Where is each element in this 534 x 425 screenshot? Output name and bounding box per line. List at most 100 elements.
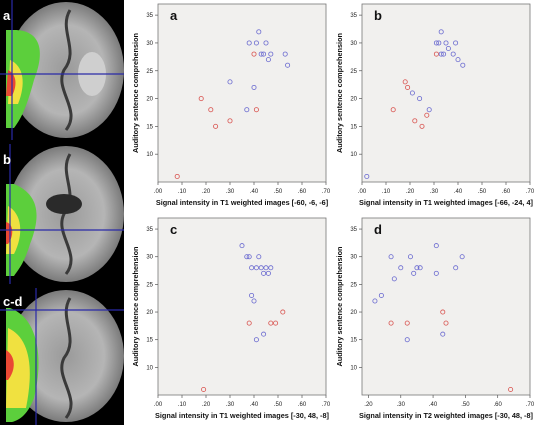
- y-axis-label: Auditory sentence comprehension: [131, 33, 140, 153]
- data-point-blue: [372, 298, 378, 304]
- data-point-red: [208, 107, 214, 113]
- x-tick-label: .70: [526, 402, 534, 408]
- data-point-red: [388, 320, 394, 326]
- data-point-blue: [433, 40, 439, 46]
- data-point-blue: [407, 254, 413, 260]
- y-tick-label: 15: [350, 338, 357, 344]
- data-point-blue: [438, 51, 444, 57]
- data-point-blue: [263, 40, 269, 46]
- data-point-blue: [426, 107, 432, 113]
- data-point-blue: [433, 270, 439, 276]
- data-point-red: [419, 123, 425, 129]
- x-tick-label: .20: [406, 189, 415, 195]
- data-point-blue: [282, 51, 288, 57]
- data-point-blue: [268, 51, 274, 57]
- panel-label: a: [170, 8, 178, 23]
- y-tick-label: 35: [146, 13, 153, 19]
- y-tick-label: 30: [350, 41, 357, 47]
- y-tick-label: 20: [146, 97, 153, 103]
- x-tick-label: .10: [382, 189, 391, 195]
- data-point-red: [174, 173, 180, 179]
- x-axis-label: Signal intensity in T1 weighted images […: [359, 198, 534, 207]
- x-tick-label: .60: [298, 189, 307, 195]
- y-tick-label: 35: [146, 227, 153, 233]
- panel-label: b: [374, 8, 382, 23]
- x-axis-label: Signal intensity in T1 weighted images […: [155, 411, 330, 420]
- x-tick-label: .50: [478, 189, 487, 195]
- data-point-red: [404, 320, 410, 326]
- plot-area: [157, 3, 327, 183]
- data-point-red: [405, 84, 411, 90]
- data-point-blue: [253, 337, 259, 343]
- y-tick-label: 10: [350, 365, 357, 371]
- data-point-red: [412, 118, 418, 124]
- data-point-blue: [285, 62, 291, 68]
- data-point-blue: [388, 254, 394, 260]
- data-point-blue: [440, 331, 446, 337]
- brain-label-a: a: [3, 8, 11, 23]
- y-tick-label: 25: [146, 282, 153, 288]
- data-point-red: [390, 107, 396, 113]
- scatter-plot-d-svg: d 10 15 20 25 30 35 .20 .30 .40 .50 .60 .70 Signal in…: [335, 217, 534, 420]
- data-point-blue: [364, 173, 370, 179]
- data-point-blue: [261, 270, 267, 276]
- data-point-red: [251, 51, 257, 57]
- data-point-blue: [459, 254, 465, 260]
- data-point-blue: [244, 107, 250, 113]
- data-point-red: [253, 107, 259, 113]
- x-tick-label: .00: [154, 189, 163, 195]
- y-tick-label: 20: [350, 310, 357, 316]
- data-point-blue: [411, 270, 417, 276]
- x-tick-label: .20: [202, 402, 211, 408]
- y-tick-label: 30: [146, 255, 153, 261]
- data-point-blue: [404, 337, 410, 343]
- data-point-blue: [455, 57, 461, 63]
- y-tick-label: 20: [350, 97, 357, 103]
- y-tick-label: 10: [146, 365, 153, 371]
- y-tick-label: 35: [350, 227, 357, 233]
- data-point-blue: [265, 57, 271, 63]
- data-point-blue: [414, 265, 420, 271]
- x-tick-label: .20: [202, 189, 211, 195]
- x-tick-label: .30: [430, 189, 439, 195]
- y-tick-label: 15: [350, 124, 357, 130]
- panel-label: d: [374, 222, 382, 237]
- data-point-blue: [417, 96, 423, 102]
- data-point-blue: [244, 254, 250, 260]
- data-point-blue: [261, 331, 267, 337]
- y-tick-label: 35: [350, 13, 357, 19]
- x-tick-label: .70: [322, 189, 331, 195]
- data-point-blue: [258, 265, 264, 271]
- plot-area: [157, 217, 327, 396]
- data-point-red: [280, 309, 286, 315]
- data-point-red: [227, 118, 233, 124]
- data-point-red: [273, 320, 279, 326]
- data-point-blue: [453, 265, 459, 271]
- plot-area: [361, 3, 531, 183]
- x-tick-label: .60: [494, 402, 503, 408]
- data-point-blue: [251, 84, 257, 90]
- y-tick-label: 30: [350, 255, 357, 261]
- scatter-plot-a: a 10 15 20 25 30 35 .00 .10 .20 .30 .40 .50 .60 .70 Sig…: [128, 0, 331, 212]
- data-point-blue: [398, 265, 404, 271]
- x-tick-label: .10: [178, 402, 187, 408]
- data-point-red: [440, 309, 446, 315]
- data-point-red: [246, 320, 252, 326]
- data-point-blue: [417, 265, 423, 271]
- data-point-blue: [438, 29, 444, 35]
- brain-slice-b: [0, 144, 124, 284]
- brain-label-cd: c-d: [3, 294, 23, 309]
- data-point-blue: [249, 265, 255, 271]
- data-point-blue: [433, 243, 439, 249]
- brain-slice-a: [0, 0, 124, 140]
- data-point-blue: [253, 265, 259, 271]
- y-tick-label: 20: [146, 310, 153, 316]
- data-point-blue: [253, 40, 259, 46]
- brain-label-b: b: [3, 152, 11, 167]
- data-point-blue: [460, 62, 466, 68]
- data-point-blue: [443, 40, 449, 46]
- data-point-red: [508, 386, 514, 392]
- scatter-plot-a-svg: a 10 15 20 25 30 35 .00 .10 .20 .30 .40 .50 .60 .70 Sig…: [131, 3, 331, 207]
- x-tick-label: .50: [274, 402, 283, 408]
- data-point-blue: [256, 254, 262, 260]
